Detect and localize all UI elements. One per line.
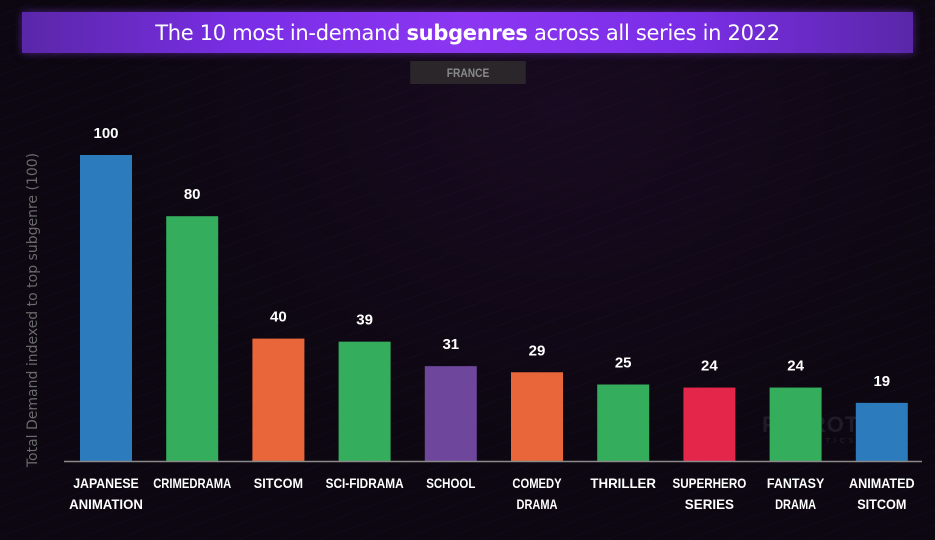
value-label-7: 24 — [701, 358, 718, 375]
category-label-9-1: SITCOM — [857, 496, 906, 512]
title-text-bold: subgenres — [406, 20, 528, 45]
value-label-9: 19 — [873, 373, 890, 390]
bar-3 — [338, 341, 391, 461]
bar-6 — [597, 384, 650, 461]
chart-title: The 10 most in-demand subgenres across a… — [155, 21, 780, 45]
value-label-8: 24 — [787, 358, 804, 375]
category-label-7-0: SUPERHERO — [673, 475, 747, 491]
value-label-0: 100 — [93, 125, 118, 142]
category-label-0-0: JAPANESE — [73, 475, 139, 491]
bar-4 — [424, 366, 477, 461]
value-label-6: 25 — [615, 355, 632, 372]
title-text-post: across all series in 2022 — [527, 20, 780, 45]
value-label-4: 31 — [442, 336, 459, 353]
category-label-4-0: SCHOOL — [426, 475, 476, 491]
bar-1 — [166, 216, 219, 461]
title-text-pre: The 10 most in-demand — [155, 20, 407, 45]
category-label-9-0: ANIMATED — [849, 475, 915, 491]
bar-7 — [683, 387, 736, 461]
title-banner: The 10 most in-demand subgenres across a… — [22, 12, 913, 53]
category-label-5-0: COMEDY — [512, 475, 562, 491]
bar-0 — [80, 155, 132, 461]
bar-5 — [511, 372, 563, 461]
value-label-2: 40 — [270, 309, 287, 326]
category-label-3-0: SCI-FIDRAMA — [326, 475, 404, 491]
category-label-8-0: FANTASY — [767, 475, 825, 491]
bar-9 — [855, 402, 908, 461]
category-label-1-0: CRIMEDRAMA — [153, 475, 231, 491]
value-label-3: 39 — [356, 312, 373, 329]
category-label-8-1: DRAMA — [775, 496, 816, 512]
value-label-1: 80 — [184, 186, 201, 203]
category-label-6-0: THRILLER — [590, 475, 656, 491]
category-label-7-1: SERIES — [685, 496, 734, 512]
category-label-2-0: SITCOM — [254, 475, 303, 491]
bar-2 — [252, 338, 305, 461]
country-tab[interactable]: FRANCE — [410, 61, 526, 84]
bar-8 — [769, 387, 822, 461]
category-label-5-1: DRAMA — [517, 496, 558, 512]
value-label-5: 29 — [529, 342, 546, 359]
category-label-0-1: ANIMATION — [69, 496, 143, 512]
